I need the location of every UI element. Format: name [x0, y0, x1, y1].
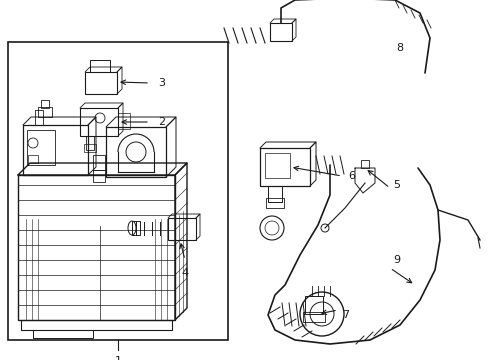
Bar: [93, 170, 105, 182]
Bar: [90, 60, 110, 72]
Bar: [18, 175, 175, 320]
Bar: [305, 296, 323, 314]
Bar: [260, 148, 309, 186]
Text: 2: 2: [158, 117, 165, 127]
Text: 8: 8: [395, 43, 402, 53]
Bar: [132, 221, 140, 235]
Bar: [8, 42, 227, 340]
Text: 3: 3: [158, 78, 164, 88]
Bar: [85, 72, 117, 94]
Bar: [118, 113, 130, 129]
Bar: [86, 136, 94, 150]
Text: 1: 1: [114, 356, 121, 360]
Bar: [21, 320, 172, 330]
Bar: [269, 23, 291, 41]
Bar: [23, 125, 88, 175]
Bar: [27, 130, 55, 165]
Text: 5: 5: [392, 180, 399, 190]
Text: 7: 7: [341, 310, 348, 320]
Bar: [33, 330, 93, 338]
Bar: [267, 186, 282, 202]
Text: 9: 9: [392, 255, 399, 265]
Text: 6: 6: [347, 171, 354, 181]
Bar: [84, 144, 96, 152]
Bar: [264, 153, 289, 178]
Text: 4: 4: [181, 268, 188, 278]
Bar: [303, 312, 325, 322]
Bar: [168, 218, 196, 240]
Bar: [38, 107, 52, 117]
Bar: [80, 108, 118, 136]
Bar: [28, 155, 38, 163]
Bar: [360, 160, 368, 168]
Bar: [106, 127, 165, 177]
Bar: [93, 155, 105, 170]
Bar: [41, 100, 49, 108]
Bar: [265, 198, 284, 208]
